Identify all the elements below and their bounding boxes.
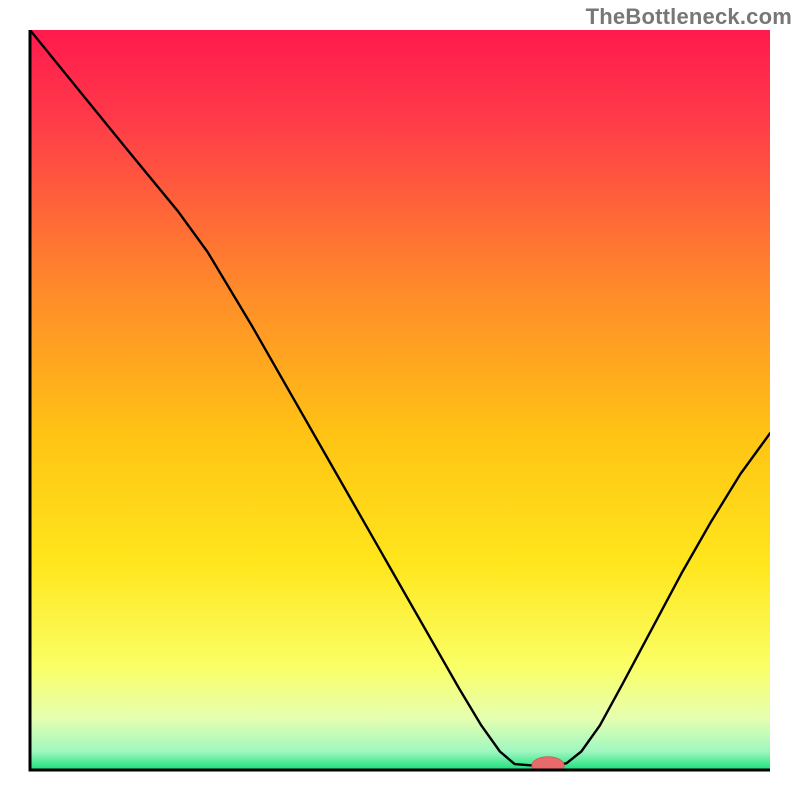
optimum-marker [532,757,565,775]
chart-container: TheBottleneck.com [0,0,800,800]
plot-background [30,30,770,770]
bottleneck-curve-chart [0,0,800,800]
